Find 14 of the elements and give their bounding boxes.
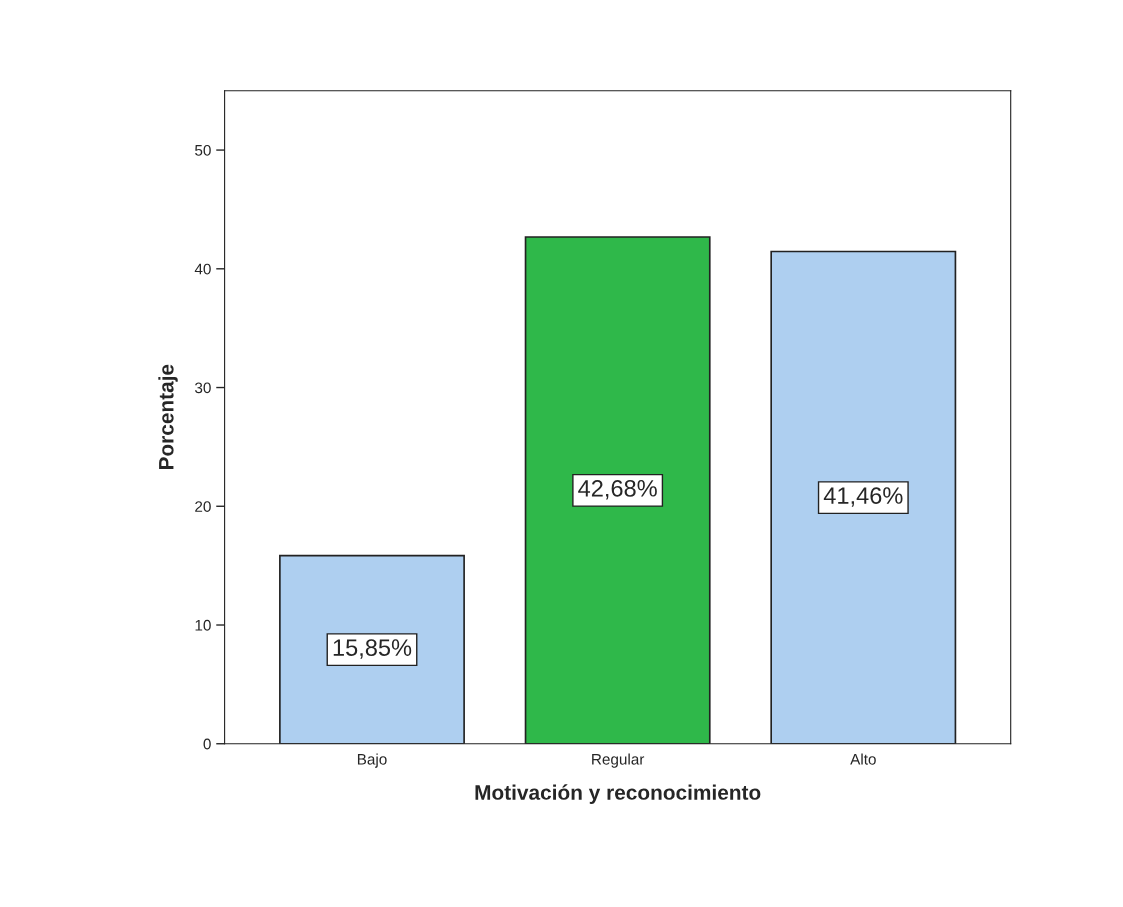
data-label: 42,68% xyxy=(578,479,657,500)
x-tick-label: Alto xyxy=(850,753,876,765)
x-tick-label: Bajo xyxy=(357,753,387,768)
data-label: 15,85% xyxy=(333,639,412,659)
y-tick-label: 10 xyxy=(195,619,211,631)
data-label: 41,46% xyxy=(823,487,903,507)
x-axis-title: Motivación y reconocimiento xyxy=(475,784,761,804)
y-tick-label: 20 xyxy=(195,501,211,512)
y-axis-title: Porcentaje xyxy=(158,364,178,470)
x-tick-label: Regular xyxy=(592,753,645,768)
y-tick-label: 30 xyxy=(195,382,211,394)
y-tick-label: 40 xyxy=(194,263,211,275)
y-tick-label: 50 xyxy=(195,144,211,156)
y-tick-label: 0 xyxy=(203,738,211,750)
